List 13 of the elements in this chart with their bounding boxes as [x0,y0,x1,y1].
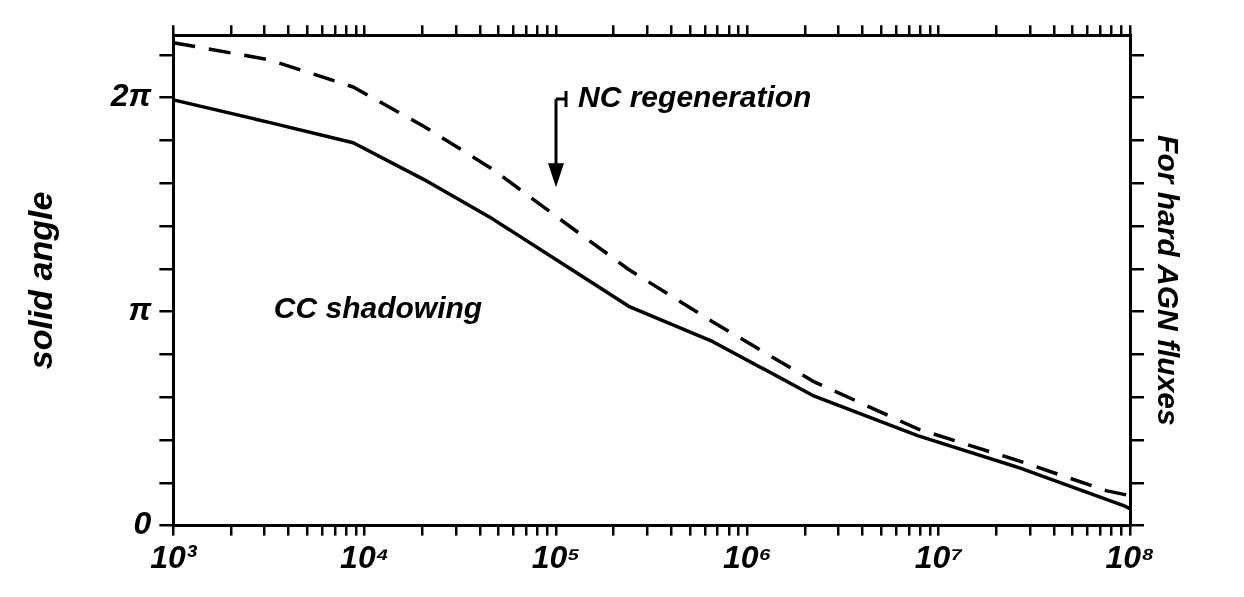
y-tick-label: 0 [133,505,152,542]
x-tick-label: 10⁸ [1105,538,1155,575]
y-tick-label: 2π [109,77,153,114]
y2-axis-title: For hard AGN fluxes [1151,135,1185,426]
y-axis-title: solid angle [20,191,59,370]
x-tick-label: 10⁴ [340,538,390,575]
y-tick-label: π [128,291,153,328]
x-tick-label: 10⁵ [531,538,581,575]
x-tick-label: 10⁶ [723,538,772,575]
x-tick-label: 10³ [150,538,198,575]
annotation: NC regeneration [578,80,812,114]
annotation: CC shadowing [273,291,483,325]
x-tick-label: 10⁷ [914,538,964,575]
